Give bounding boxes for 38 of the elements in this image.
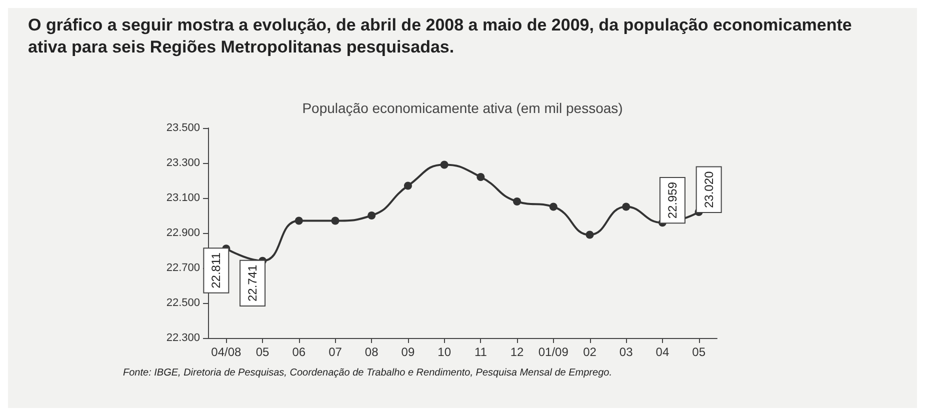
x-tick-label: 05 xyxy=(692,345,706,359)
point xyxy=(513,198,522,206)
point xyxy=(404,182,412,190)
y-tick-label: 23.100 xyxy=(166,192,200,204)
y-tick-label: 23.300 xyxy=(166,157,200,169)
data-label: 23.020 xyxy=(702,170,716,208)
y-tick-label: 22.500 xyxy=(166,297,200,309)
y-tick-label: 23.500 xyxy=(166,122,200,134)
y-tick-label: 22.300 xyxy=(166,332,200,344)
point xyxy=(331,216,340,225)
y-tick-label: 22.900 xyxy=(166,227,200,239)
data-label: 22.741 xyxy=(246,264,260,302)
point xyxy=(549,202,558,211)
x-tick-label: 12 xyxy=(510,345,524,359)
x-tick-label: 10 xyxy=(438,345,452,359)
y-tick-label: 22.700 xyxy=(166,262,200,274)
x-tick-label: 08 xyxy=(364,345,379,359)
x-tick-label: 02 xyxy=(583,345,597,359)
x-tick-label: 04 xyxy=(656,345,670,359)
point xyxy=(622,202,630,211)
source-note: Fonte: IBGE, Diretoria de Pesquisas, Coordenação de Trabalho e Rendimento, Pesquisa Mensal de Emprego. xyxy=(123,368,612,378)
x-tick-label: 03 xyxy=(619,345,634,359)
point xyxy=(476,173,485,181)
point xyxy=(440,160,448,169)
text: O gráfico a seguir mostra a evolução, de abril de 2008 a maio de 2009, da população economicamente ativa para seis Regiões Metropolitanas pesquisadas. xyxy=(28,16,857,56)
x-tick-label: 07 xyxy=(328,345,342,359)
point xyxy=(586,230,594,239)
point xyxy=(294,216,303,225)
point xyxy=(368,212,376,220)
x-tick-label: 11 xyxy=(474,345,488,359)
chart-title: População economicamente ativa (em mil pessoas) xyxy=(302,100,623,116)
data-label: 22.959 xyxy=(665,182,680,219)
x-tick-label: 06 xyxy=(292,345,306,359)
x-tick-label: 09 xyxy=(401,345,415,359)
x-tick-label: 04/08 xyxy=(211,345,242,359)
x-tick-label: 05 xyxy=(256,345,270,359)
data-label: 22.811 xyxy=(209,252,224,288)
x-tick-label: 01/09 xyxy=(538,345,569,359)
